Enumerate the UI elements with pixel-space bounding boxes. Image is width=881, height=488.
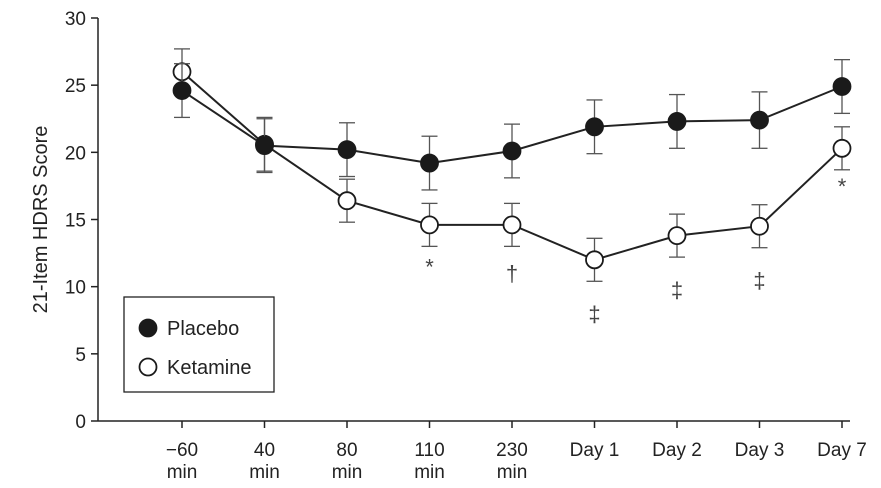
significance-mark: ‡ xyxy=(588,302,600,327)
x-tick-label: −60 min xyxy=(166,440,198,483)
y-tick-label: 25 xyxy=(65,76,86,97)
legend-box xyxy=(123,296,275,393)
x-tick-label: Day 3 xyxy=(735,440,785,461)
significance-mark: † xyxy=(506,261,518,286)
legend: Placebo Ketamine xyxy=(123,296,275,393)
significance-mark: ‡ xyxy=(671,277,683,302)
placebo-data-point xyxy=(420,153,439,173)
x-tick-label: 40 min xyxy=(249,440,280,483)
placebo-legend-marker xyxy=(138,318,158,338)
y-tick-label: 0 xyxy=(75,412,86,433)
placebo-data-point xyxy=(255,136,274,156)
x-tick-label: 110 min xyxy=(414,440,445,483)
y-tick-label: 10 xyxy=(65,278,86,299)
ketamine-data-point xyxy=(337,191,357,211)
placebo-data-point xyxy=(502,141,522,161)
ketamine-data-point xyxy=(420,215,439,235)
x-tick-label-line: 80 xyxy=(336,440,357,461)
x-tick-label-line: Day 2 xyxy=(652,440,702,461)
y-tick-label: 20 xyxy=(65,143,86,164)
x-tick-label-line: Day 7 xyxy=(817,440,867,461)
ketamine-data-point xyxy=(832,138,852,158)
x-tick-label: Day 1 xyxy=(570,440,620,461)
y-tick-label: 15 xyxy=(65,211,86,232)
significance-mark: * xyxy=(838,174,847,199)
placebo-data-point xyxy=(750,110,769,130)
ketamine-data-point xyxy=(502,215,522,235)
ketamine-legend-marker xyxy=(138,357,158,377)
placebo-data-point xyxy=(337,140,357,160)
placebo-data-point xyxy=(832,77,852,96)
significance-mark: * xyxy=(425,255,434,280)
x-tick-label-line: Day 1 xyxy=(570,440,620,461)
x-tick-label: Day 2 xyxy=(652,440,702,461)
legend-label: Placebo xyxy=(167,318,239,340)
y-axis-title: 21-Item HDRS Score xyxy=(30,126,52,314)
y-tick-label: 5 xyxy=(75,345,86,366)
x-tick-label-line: −60 xyxy=(166,440,198,461)
x-tick-label-line: min xyxy=(167,462,198,483)
series-placebo xyxy=(172,58,852,191)
x-tick-label: 230 min xyxy=(496,440,528,483)
x-tick-label-line: 110 xyxy=(414,440,444,461)
ketamine-data-point xyxy=(750,216,769,236)
placebo-data-point xyxy=(172,81,192,100)
significance-mark: ‡ xyxy=(753,268,765,293)
x-tick-label-line: 230 xyxy=(496,440,528,461)
ketamine-data-point xyxy=(667,226,687,246)
placebo-data-point xyxy=(667,112,687,131)
x-tick-label-line: min xyxy=(332,462,363,483)
ketamine-data-point xyxy=(585,250,604,270)
y-tick-label: 30 xyxy=(65,9,86,30)
placebo-data-point xyxy=(585,117,604,137)
x-tick-label-line: 40 xyxy=(254,440,275,461)
x-tick-label-line: min xyxy=(249,462,280,483)
x-tick-label-line: Day 3 xyxy=(735,440,785,461)
x-tick-label-line: min xyxy=(497,462,528,483)
legend-label: Ketamine xyxy=(167,357,252,379)
x-tick-label: 80 min xyxy=(332,440,363,483)
x-tick-label: Day 7 xyxy=(817,440,867,461)
x-tick-label-line: min xyxy=(414,462,445,483)
